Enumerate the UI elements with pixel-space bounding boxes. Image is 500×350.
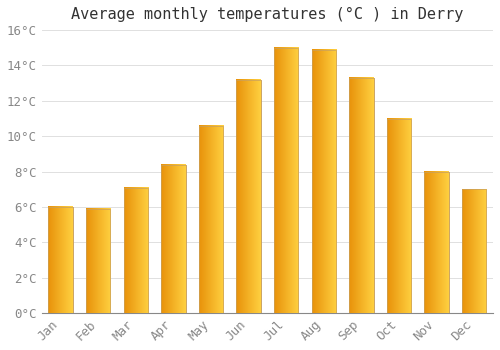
Bar bbox=[48, 207, 73, 313]
Bar bbox=[161, 164, 186, 313]
Bar bbox=[312, 50, 336, 313]
Bar bbox=[462, 189, 486, 313]
Bar bbox=[387, 119, 411, 313]
Bar bbox=[349, 78, 374, 313]
Title: Average monthly temperatures (°C ) in Derry: Average monthly temperatures (°C ) in De… bbox=[71, 7, 464, 22]
Bar bbox=[199, 126, 223, 313]
Bar bbox=[312, 50, 336, 313]
Bar bbox=[349, 78, 374, 313]
Bar bbox=[86, 209, 110, 313]
Bar bbox=[124, 188, 148, 313]
Bar bbox=[236, 79, 261, 313]
Bar bbox=[274, 48, 298, 313]
Bar bbox=[86, 209, 110, 313]
Bar bbox=[236, 79, 261, 313]
Bar bbox=[424, 172, 449, 313]
Bar bbox=[424, 172, 449, 313]
Bar bbox=[199, 126, 223, 313]
Bar bbox=[387, 119, 411, 313]
Bar bbox=[124, 188, 148, 313]
Bar bbox=[161, 164, 186, 313]
Bar bbox=[274, 48, 298, 313]
Bar bbox=[462, 189, 486, 313]
Bar bbox=[48, 207, 73, 313]
